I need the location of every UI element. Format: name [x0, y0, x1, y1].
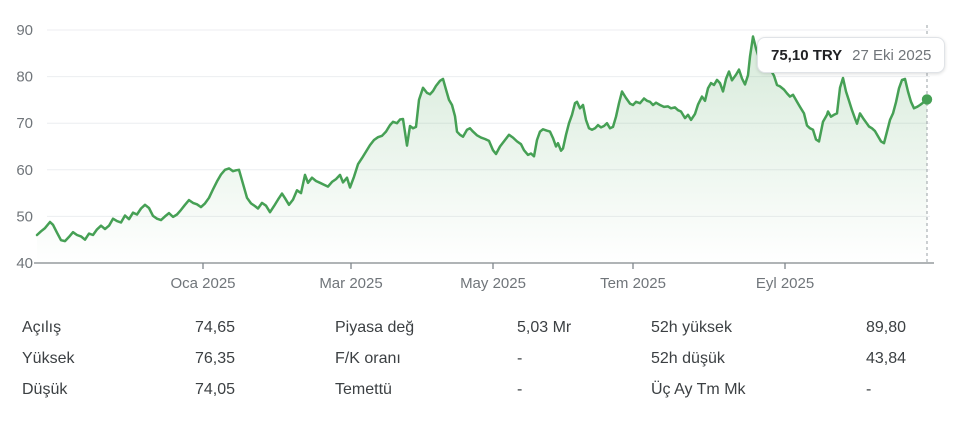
stats-column-2: Piyasa değ 5,03 Mr F/K oranı - Temettü -	[335, 312, 651, 405]
y-axis-labels: 90 80 70 60 50 40	[16, 22, 33, 272]
stat-label: Düşük	[22, 380, 68, 398]
stat-row-3mo-avg: Üç Ay Tm Mk -	[651, 374, 938, 405]
price-tooltip: 75,10 TRY 27 Eki 2025	[757, 37, 946, 73]
stat-value: 76,35	[195, 349, 236, 367]
stat-row-high: Yüksek 76,35	[22, 343, 335, 374]
stat-row-market-cap: Piyasa değ 5,03 Mr	[335, 312, 651, 343]
stat-label: F/K oranı	[335, 349, 401, 367]
x-axis-labels: Oca 2025 Mar 2025 May 2025 Tem 2025 Eyl 2025	[170, 263, 814, 292]
stat-label: Açılış	[22, 318, 62, 336]
stats-column-1: Açılış 74,65 Yüksek 76,35 Düşük 74,05	[22, 312, 335, 405]
stat-row-pe-ratio: F/K oranı -	[335, 343, 651, 374]
tooltip-price: 75,10 TRY	[771, 46, 843, 64]
price-area-fill	[37, 36, 927, 263]
svg-text:Tem 2025: Tem 2025	[600, 275, 666, 292]
svg-text:80: 80	[16, 69, 33, 86]
svg-text:40: 40	[16, 255, 33, 272]
stat-value: 74,65	[195, 318, 236, 336]
svg-text:70: 70	[16, 115, 33, 132]
stat-value: 89,80	[866, 318, 907, 336]
stat-row-52w-low: 52h düşük 43,84	[651, 343, 938, 374]
stats-table: Açılış 74,65 Yüksek 76,35 Düşük 74,05 Pi…	[22, 312, 938, 405]
svg-text:Oca 2025: Oca 2025	[170, 275, 235, 292]
stat-label: Temettü	[335, 380, 392, 398]
svg-text:Eyl 2025: Eyl 2025	[756, 275, 814, 292]
stat-value: 43,84	[866, 349, 907, 367]
stats-column-3: 52h yüksek 89,80 52h düşük 43,84 Üç Ay T…	[651, 312, 938, 405]
stat-row-open: Açılış 74,65	[22, 312, 335, 343]
svg-text:May 2025: May 2025	[460, 275, 526, 292]
svg-text:Mar 2025: Mar 2025	[319, 275, 382, 292]
price-chart[interactable]: 90 80 70 60 50 40 Oca 2025 Mar 2025 May 2025 Tem…	[0, 0, 960, 300]
stat-label: Üç Ay Tm Mk	[651, 380, 746, 398]
stat-value: -	[517, 380, 523, 398]
svg-text:50: 50	[16, 208, 33, 225]
stat-value: 5,03 Mr	[517, 318, 572, 336]
stat-row-low: Düşük 74,05	[22, 374, 335, 405]
stat-label: Yüksek	[22, 349, 75, 367]
last-price-dot	[921, 94, 933, 105]
stat-label: 52h yüksek	[651, 318, 732, 336]
stat-label: 52h düşük	[651, 349, 725, 367]
stat-label: Piyasa değ	[335, 318, 415, 336]
tooltip-date: 27 Eki 2025	[852, 46, 932, 64]
price-line	[35, 35, 929, 243]
stat-row-52w-high: 52h yüksek 89,80	[651, 312, 938, 343]
svg-text:60: 60	[16, 162, 33, 179]
stat-value: 74,05	[195, 380, 236, 398]
stat-row-dividend: Temettü -	[335, 374, 651, 405]
svg-text:90: 90	[16, 22, 33, 39]
stat-value: -	[866, 380, 872, 398]
stat-value: -	[517, 349, 523, 367]
price-chart-canvas[interactable]: 90 80 70 60 50 40 Oca 2025 Mar 2025 May 2025 Tem…	[0, 0, 960, 300]
